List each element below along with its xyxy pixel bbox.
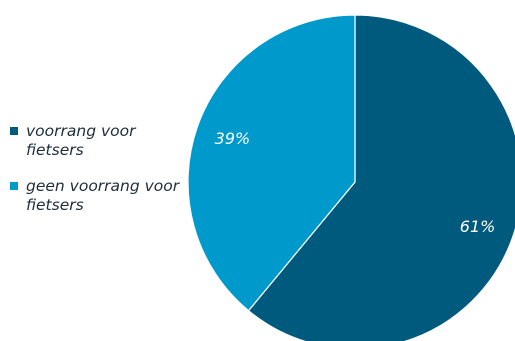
legend-label-1: geen voorrang voor fietsers bbox=[26, 177, 180, 214]
legend: voorrang voor fietsers geen voorrang voo… bbox=[10, 122, 180, 215]
legend-item-1: geen voorrang voor fietsers bbox=[10, 177, 180, 215]
legend-label-0: voorrang voor fietsers bbox=[26, 122, 136, 159]
pie-slice-1 bbox=[187, 14, 356, 312]
legend-swatch-0 bbox=[10, 127, 18, 135]
pie-slice-0 bbox=[247, 14, 515, 341]
pie-data-labels: 61% 39% bbox=[215, 129, 496, 236]
data-label-0: 61% bbox=[460, 217, 496, 236]
data-label-1: 39% bbox=[215, 129, 251, 148]
pie-slices bbox=[187, 14, 515, 341]
legend-swatch-1 bbox=[10, 182, 18, 190]
legend-item-0: voorrang voor fietsers bbox=[10, 122, 180, 160]
